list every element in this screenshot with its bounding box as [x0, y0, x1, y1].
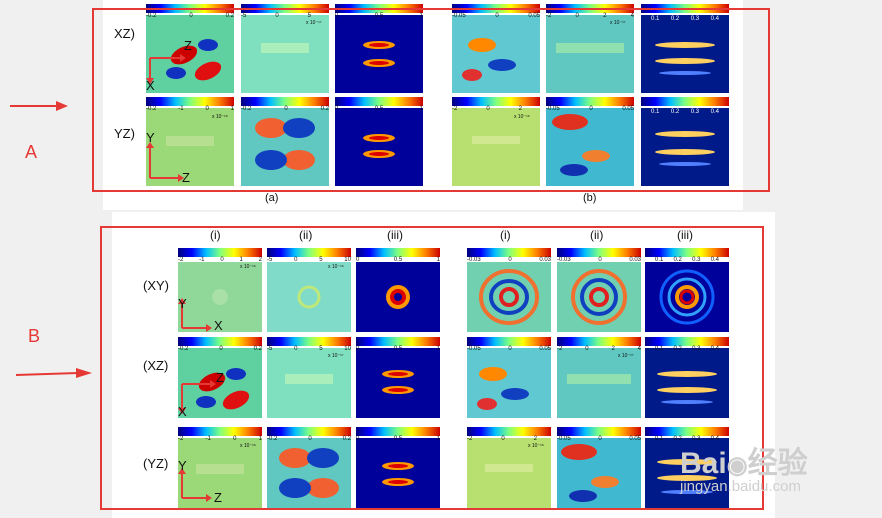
heatmap-tile	[335, 15, 423, 93]
axis-letter: Y	[146, 130, 155, 145]
axis-arrows-xz	[140, 38, 200, 94]
heatmap-tile	[241, 108, 329, 186]
heatmap-tile	[452, 15, 540, 93]
annotation-arrow-a	[8, 98, 70, 114]
heatmap-tile	[452, 108, 540, 186]
column-label: (iii)	[677, 228, 693, 242]
axis-arrows-yz	[140, 140, 200, 186]
annotation-box-b	[100, 226, 764, 510]
heatmap-tile	[641, 15, 729, 93]
axis-letter: Z	[182, 170, 190, 185]
heatmap-tile	[467, 438, 551, 510]
heatmap-tile	[267, 348, 351, 418]
heatmap-tile	[645, 438, 729, 510]
column-label: (ii)	[590, 228, 604, 242]
axis-letter: X	[178, 404, 187, 419]
annotation-arrow-b	[14, 366, 94, 382]
subfigure-label: (a)	[265, 192, 279, 204]
row-label: YZ)	[114, 126, 135, 141]
column-label: (iii)	[387, 228, 403, 242]
heatmap-tile	[641, 108, 729, 186]
heatmap-tile	[546, 108, 634, 186]
axis-letter: X	[146, 78, 155, 93]
heatmap-tile	[645, 348, 729, 418]
heatmap-tile	[356, 262, 440, 332]
heatmap-tile	[557, 262, 641, 332]
column-label: (i)	[210, 228, 221, 242]
heatmap-tile	[645, 262, 729, 332]
heatmap-tile	[267, 262, 351, 332]
row-label: (XY)	[143, 278, 169, 293]
row-label: (XZ)	[143, 358, 169, 373]
heatmap-tile	[146, 108, 234, 186]
axis-arrows-yz-b	[172, 466, 232, 506]
axis-arrows-xy	[172, 296, 232, 336]
watermark-url: jingyan.baidu.com	[680, 478, 801, 495]
axis-letter: Z	[184, 38, 192, 53]
heatmap-tile	[467, 348, 551, 418]
axis-letter: Z	[214, 490, 222, 505]
heatmap-tile	[356, 438, 440, 510]
axis-letter: X	[214, 318, 223, 333]
axis-letter: Y	[178, 458, 187, 473]
heatmap-tile	[241, 15, 329, 93]
heatmap-tile	[546, 15, 634, 93]
column-label: (i)	[500, 228, 511, 242]
heatmap-tile	[146, 15, 234, 93]
axis-letter: Z	[216, 370, 224, 385]
heatmap-tile	[467, 262, 551, 332]
heatmap-tile	[267, 438, 351, 510]
axis-letter: Y	[178, 296, 187, 311]
row-label: XZ)	[114, 26, 135, 41]
side-label-b: B	[28, 326, 41, 346]
column-label: (ii)	[299, 228, 313, 242]
axis-arrows-xz-b	[172, 368, 232, 420]
heatmap-tile	[557, 348, 641, 418]
subfigure-label: (b)	[583, 192, 597, 204]
annotation-box-a	[92, 8, 770, 192]
row-label: (YZ)	[143, 456, 169, 471]
side-label-a: A	[25, 142, 38, 162]
heatmap-tile	[356, 348, 440, 418]
heatmap-tile	[178, 262, 262, 332]
heatmap-tile	[335, 108, 423, 186]
watermark-logo: Bai◉经验	[680, 447, 808, 480]
heatmap-tile	[557, 438, 641, 510]
